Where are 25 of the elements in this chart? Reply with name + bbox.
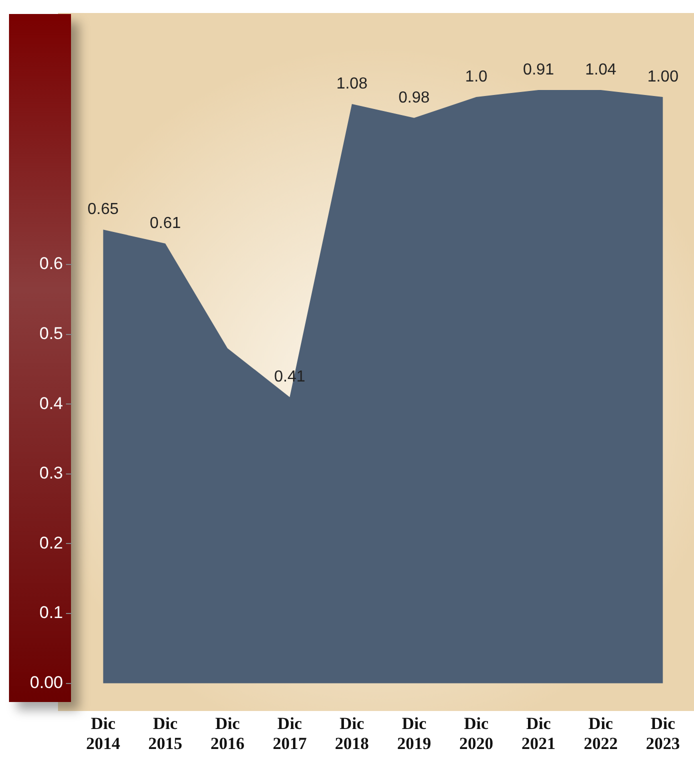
y-tick-label: 0.1 — [39, 603, 63, 622]
x-tick-label: Dic 2019 — [397, 714, 432, 754]
x-tick-label: Dic 2023 — [646, 714, 680, 754]
annotation: 1.0 — [465, 68, 488, 86]
x-tick-label: Dic 2021 — [522, 714, 556, 754]
annotation: 0.65 — [88, 200, 119, 218]
y-tick-label: 0.3 — [39, 464, 63, 483]
x-tick-label: Dic 2017 — [272, 714, 308, 754]
y-tick-label: 0.5 — [39, 324, 63, 343]
annotation: 1.00 — [647, 68, 679, 86]
y-tick-label: 0.6 — [39, 254, 63, 274]
annotation: 0.98 — [398, 89, 430, 106]
x-tick-label: Dic 2016 — [210, 714, 244, 754]
y-tick-label: 0.2 — [39, 533, 63, 552]
y-tick-label: 0.4 — [39, 394, 63, 413]
x-tick-label: Dic 2018 — [334, 714, 369, 754]
annotation: 1.08 — [336, 75, 368, 92]
x-tick-label: Dic 2022 — [584, 714, 618, 754]
x-tick-label: Dic 2020 — [459, 714, 494, 754]
annotation: 1.04 — [585, 61, 616, 78]
annotation: 0.91 — [522, 61, 554, 78]
annotation: 0.61 — [150, 214, 181, 232]
x-tick-label: Dic 2014 — [86, 714, 121, 754]
x-tick-label: Dic 2015 — [148, 714, 182, 754]
y-tick-label: 0.00 — [30, 672, 63, 692]
